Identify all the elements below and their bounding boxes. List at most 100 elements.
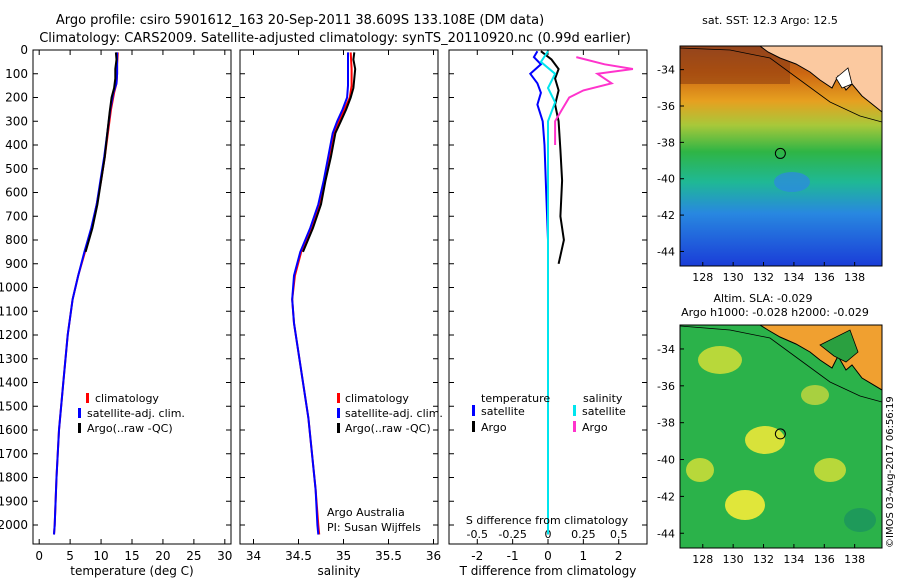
y-tick-label: 100 (5, 67, 28, 81)
sla-map-title-1: Altim. SLA: -0.029 (713, 292, 812, 305)
y-tick-label: 1200 (0, 328, 28, 342)
y-tick-label: 1600 (0, 423, 28, 437)
x-tick-label: 1 (580, 549, 588, 563)
map-y-tick-label: -36 (657, 380, 675, 393)
difference-x-axis: -2 -1 0 1 2-0.5 -0.25 0 0.25 0.5 (449, 49, 647, 563)
legend-label-s-argo: Argo (582, 421, 608, 434)
x-tick-label: 30 (217, 549, 232, 563)
legend-swatch-argo (78, 423, 81, 433)
s-difference-label: S difference from climatology (466, 514, 629, 527)
legend-label-argo: Argo(..raw -QC) (345, 422, 431, 435)
map-y-tick-label: -44 (657, 245, 675, 258)
legend-swatch-argo (337, 423, 340, 433)
temperature-axes-frame (32, 49, 232, 545)
legend-label-s-satellite: satellite (582, 405, 626, 418)
map-x-tick-label: 134 (783, 553, 804, 566)
y-tick-label: 1300 (0, 352, 28, 366)
series-line (554, 56, 634, 145)
sst-map: sat. SST: 12.3 Argo: 12.5 128 130 132 134 13… (657, 14, 883, 284)
depth-axis: 0 100 200 300 400 500 600 700 800 900 1000 1100 1200… (0, 43, 28, 532)
sla-coastal-band (819, 329, 859, 363)
series-line (84, 52, 118, 253)
y-tick-label: 1100 (0, 304, 28, 318)
sla-shelf-contour (680, 325, 882, 403)
y-tick-label: 500 (5, 162, 28, 176)
y-tick-label: 0 (20, 43, 28, 57)
salinity-legend: climatology satellite-adj. clim. Argo(..… (337, 392, 443, 435)
x-tick-label: 10 (93, 549, 108, 563)
map-y-tick-label: -34 (657, 64, 675, 77)
map-y-tick-label: -42 (657, 209, 675, 222)
x-tick-label: 35 (336, 549, 351, 563)
y-tick-label: 1400 (0, 376, 28, 390)
y-tick-label: 300 (5, 114, 28, 128)
header-line2: Climatology: CARS2009. Satellite-adjuste… (39, 31, 631, 46)
legend-label-satellite: satellite-adj. clim. (345, 407, 443, 420)
sla-blob (745, 426, 785, 454)
legend-swatch-satellite (78, 408, 81, 418)
sla-map-frame (679, 324, 883, 549)
y-tick-label: 200 (5, 91, 28, 105)
map-y-tick-label: -38 (657, 136, 675, 149)
s-tick-label: -0.5 (467, 528, 488, 541)
copyright: ©IMOS 03-Aug-2017 06:56:19 (885, 396, 896, 548)
x-tick-label: 0 (544, 549, 552, 563)
annotation-line2: PI: Susan Wijffels (327, 521, 421, 534)
sst-bay (835, 67, 853, 89)
legend-label-climatology: climatology (345, 392, 409, 405)
legend-label-t-satellite: satellite (481, 405, 525, 418)
sla-blob (725, 490, 765, 520)
x-tick-label: 34.5 (285, 549, 312, 563)
s-tick-label: -0.25 (498, 528, 526, 541)
temperature-x-axis: 0 5 10 15 20 25 30 (33, 49, 232, 563)
salinity-axes-frame (239, 49, 439, 545)
header-line1: Argo profile: csiro 5901612_163 20-Sep-2… (56, 13, 544, 28)
legend-title-temperature: temperature (481, 392, 550, 405)
legend-swatch-climatology (86, 393, 89, 403)
legend-swatch-satellite (337, 408, 340, 418)
series-line (291, 52, 349, 535)
legend-swatch-t-satellite (472, 405, 475, 416)
x-tick-label: 15 (124, 549, 139, 563)
sla-low (844, 508, 876, 532)
x-tick-label: 5 (66, 549, 74, 563)
x-tick-label: 2 (615, 549, 623, 563)
x-tick-label: 35.5 (375, 549, 402, 563)
map-y-tick-label: -40 (657, 454, 675, 467)
argo-position-marker (774, 147, 786, 159)
y-tick-label: 400 (5, 138, 28, 152)
y-tick-label: 1500 (0, 399, 28, 413)
series-line (540, 50, 565, 265)
sla-blob (686, 458, 714, 482)
legend-label-satellite: satellite-adj. clim. (87, 407, 185, 420)
legend-swatch-s-argo (573, 421, 576, 432)
map-x-tick-label: 136 (814, 271, 835, 284)
map-x-tick-label: 136 (814, 553, 835, 566)
map-y-tick-label: -38 (657, 417, 675, 430)
map-x-tick-label: 128 (692, 271, 713, 284)
salinity-x-axis: 34 34.5 35 35.5 36 (240, 49, 441, 563)
series-line (302, 52, 357, 253)
map-x-tick-label: 132 (753, 553, 774, 566)
x-tick-label: 34 (246, 549, 261, 563)
salinity-series (291, 52, 357, 535)
y-tick-label: 2000 (0, 518, 28, 532)
annotation-line1: Argo Australia (327, 506, 405, 519)
y-tick-label: 1700 (0, 447, 28, 461)
salinity-panel: 34 34.5 35 35.5 36 climatology satellite-adj… (239, 49, 443, 578)
s-tick-label: 0.25 (571, 528, 596, 541)
sla-map-axes: 128 130 132 134 136 138 -34 -36 -38 -40 -42 -44 (657, 343, 865, 566)
legend-swatch-climatology (337, 393, 340, 403)
map-x-tick-label: 138 (844, 271, 865, 284)
temperature-x-label: temperature (deg C) (70, 564, 193, 578)
sla-blob (801, 385, 829, 405)
sla-blob (814, 458, 846, 482)
map-y-tick-label: -34 (657, 343, 675, 356)
legend-label-t-argo: Argo (481, 421, 507, 434)
sst-map-axes: 128 130 132 134 136 138 -34 -36 -38 -40 -42 -44 (657, 64, 865, 284)
x-tick-label: -2 (471, 549, 483, 563)
map-x-tick-label: 132 (753, 271, 774, 284)
map-x-tick-label: 128 (692, 553, 713, 566)
sst-cool-eddy (774, 172, 810, 192)
legend-swatch-t-argo (472, 421, 475, 432)
